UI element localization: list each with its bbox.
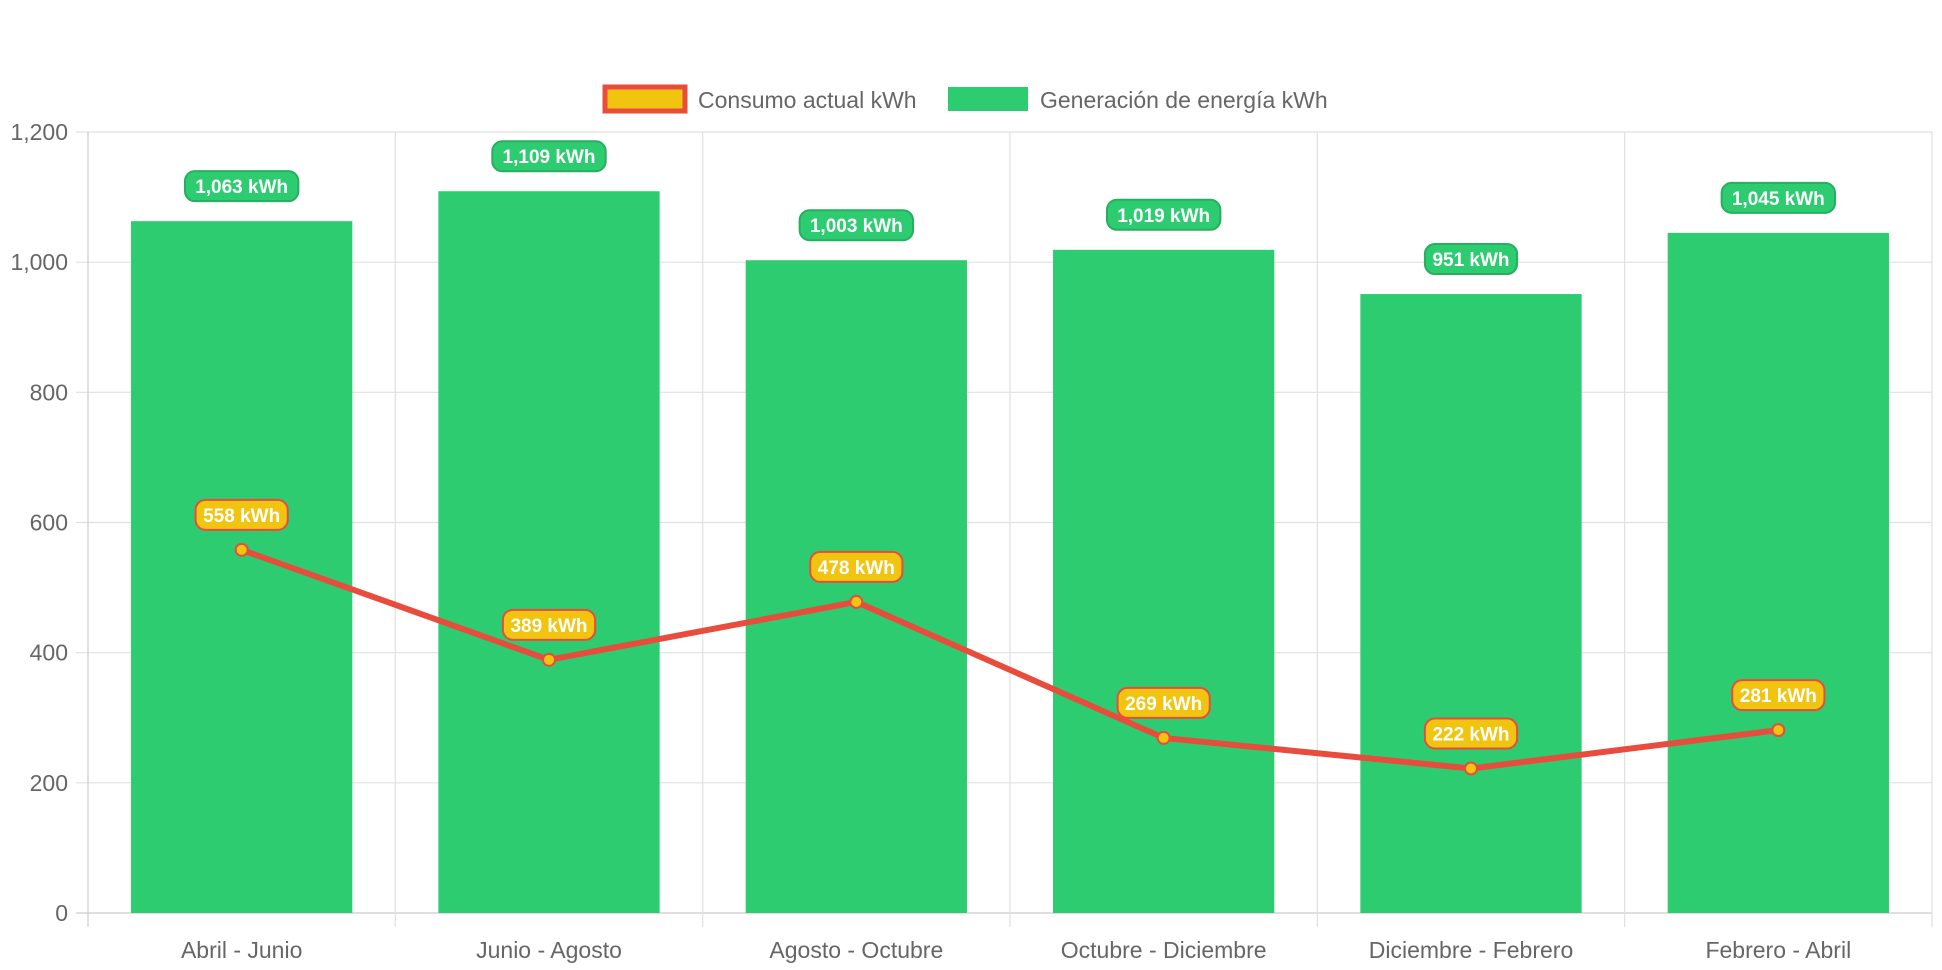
bar-data-label-bg xyxy=(798,209,915,242)
bar-generacion[interactable] xyxy=(131,221,353,913)
bar-generacion[interactable] xyxy=(1667,232,1889,914)
line-data-label: 269 kWh xyxy=(1116,686,1211,719)
bar-generacion[interactable] xyxy=(745,260,967,913)
bar-data-label-text: 1,003 kWh xyxy=(810,216,903,237)
legend-label-consumo[interactable]: Consumo actual kWh xyxy=(698,87,917,113)
axis-layer: 0 200 400 600 800 1,000 1,200 Abril - Junio Juni… xyxy=(10,119,1851,963)
line-data-label-text: 389 kWh xyxy=(510,616,587,637)
bar-data-label-bg xyxy=(491,140,607,173)
x-tick-label: Diciembre - Febrero xyxy=(1369,937,1574,963)
line-point-consumo[interactable] xyxy=(1464,761,1478,776)
x-tick-label: Agosto - Octubre xyxy=(769,937,943,963)
data-labels-layer: 1,063 kWh 1,109 kWh 1,003 kWh 1,019 kWh 951 … xyxy=(183,140,1837,750)
line-data-label-text: 269 kWh xyxy=(1125,694,1202,715)
y-tick-label: 1,200 xyxy=(10,119,68,145)
line-data-label-text: 281 kWh xyxy=(1740,686,1817,707)
bar-data-label: 1,003 kWh xyxy=(798,209,915,242)
bar-data-label-text: 1,045 kWh xyxy=(1732,189,1825,210)
bar-data-label: 1,019 kWh xyxy=(1105,198,1222,231)
line-data-label-bg xyxy=(194,498,289,531)
y-tick-label: 400 xyxy=(30,640,68,666)
bar-data-label: 1,109 kWh xyxy=(491,140,607,173)
line-data-label-bg xyxy=(501,608,597,641)
line-data-label: 281 kWh xyxy=(1731,679,1826,712)
y-tick-label: 0 xyxy=(55,900,68,926)
bar-data-label-bg xyxy=(1720,181,1837,214)
y-tick-label: 600 xyxy=(30,510,68,536)
y-tick-label: 1,000 xyxy=(10,249,68,275)
line-point-consumo[interactable] xyxy=(234,542,249,557)
line-data-label-bg xyxy=(1423,717,1519,750)
legend-swatch-generacion[interactable] xyxy=(948,87,1028,111)
line-point-consumo[interactable] xyxy=(1156,730,1171,745)
bar-data-label: 1,063 kWh xyxy=(183,170,300,203)
line-data-label-bg xyxy=(1116,686,1211,719)
legend-swatch-consumo[interactable] xyxy=(602,84,688,114)
legend-label-generacion[interactable]: Generación de energía kWh xyxy=(1040,87,1328,113)
line-layer xyxy=(234,542,1786,776)
bar-generacion[interactable] xyxy=(438,191,660,913)
x-tick-label: Junio - Agosto xyxy=(476,937,622,963)
line-point-consumo[interactable] xyxy=(1771,723,1786,738)
line-data-label: 222 kWh xyxy=(1423,717,1519,750)
line-data-label: 478 kWh xyxy=(809,550,904,583)
x-tick-label: Octubre - Diciembre xyxy=(1061,937,1267,963)
line-data-label-text: 478 kWh xyxy=(818,558,895,579)
line-point-consumo[interactable] xyxy=(849,594,864,609)
line-data-label-bg xyxy=(1731,679,1826,712)
legend[interactable]: Consumo actual kWh Generación de energía … xyxy=(602,84,1328,114)
bars-layer xyxy=(131,191,1889,914)
bar-data-label: 1,045 kWh xyxy=(1720,181,1837,214)
line-consumo xyxy=(238,546,1782,772)
x-tick-label: Abril - Junio xyxy=(181,937,302,963)
line-data-label-text: 558 kWh xyxy=(203,506,280,527)
line-data-label: 389 kWh xyxy=(501,608,597,641)
bar-data-label: 951 kWh xyxy=(1423,243,1519,276)
bar-data-label-text: 1,063 kWh xyxy=(195,177,288,198)
bar-data-label-text: 1,109 kWh xyxy=(503,147,596,168)
bar-generacion[interactable] xyxy=(1360,294,1582,913)
bar-data-label-text: 1,019 kWh xyxy=(1117,206,1210,227)
line-data-label-bg xyxy=(809,550,904,583)
bar-generacion[interactable] xyxy=(1053,249,1275,913)
bar-data-label-bg xyxy=(1105,198,1222,231)
y-tick-label: 200 xyxy=(30,770,68,796)
line-data-label: 558 kWh xyxy=(194,498,289,531)
line-data-label-text: 222 kWh xyxy=(1432,725,1509,746)
grid-layer xyxy=(76,131,1933,927)
bar-data-label-text: 951 kWh xyxy=(1432,250,1509,271)
bar-data-label-bg xyxy=(1423,243,1519,276)
y-tick-label: 800 xyxy=(30,379,68,405)
x-tick-label: Febrero - Abril xyxy=(1705,937,1851,963)
line-point-consumo[interactable] xyxy=(542,652,556,667)
bar-data-label-bg xyxy=(183,170,300,203)
